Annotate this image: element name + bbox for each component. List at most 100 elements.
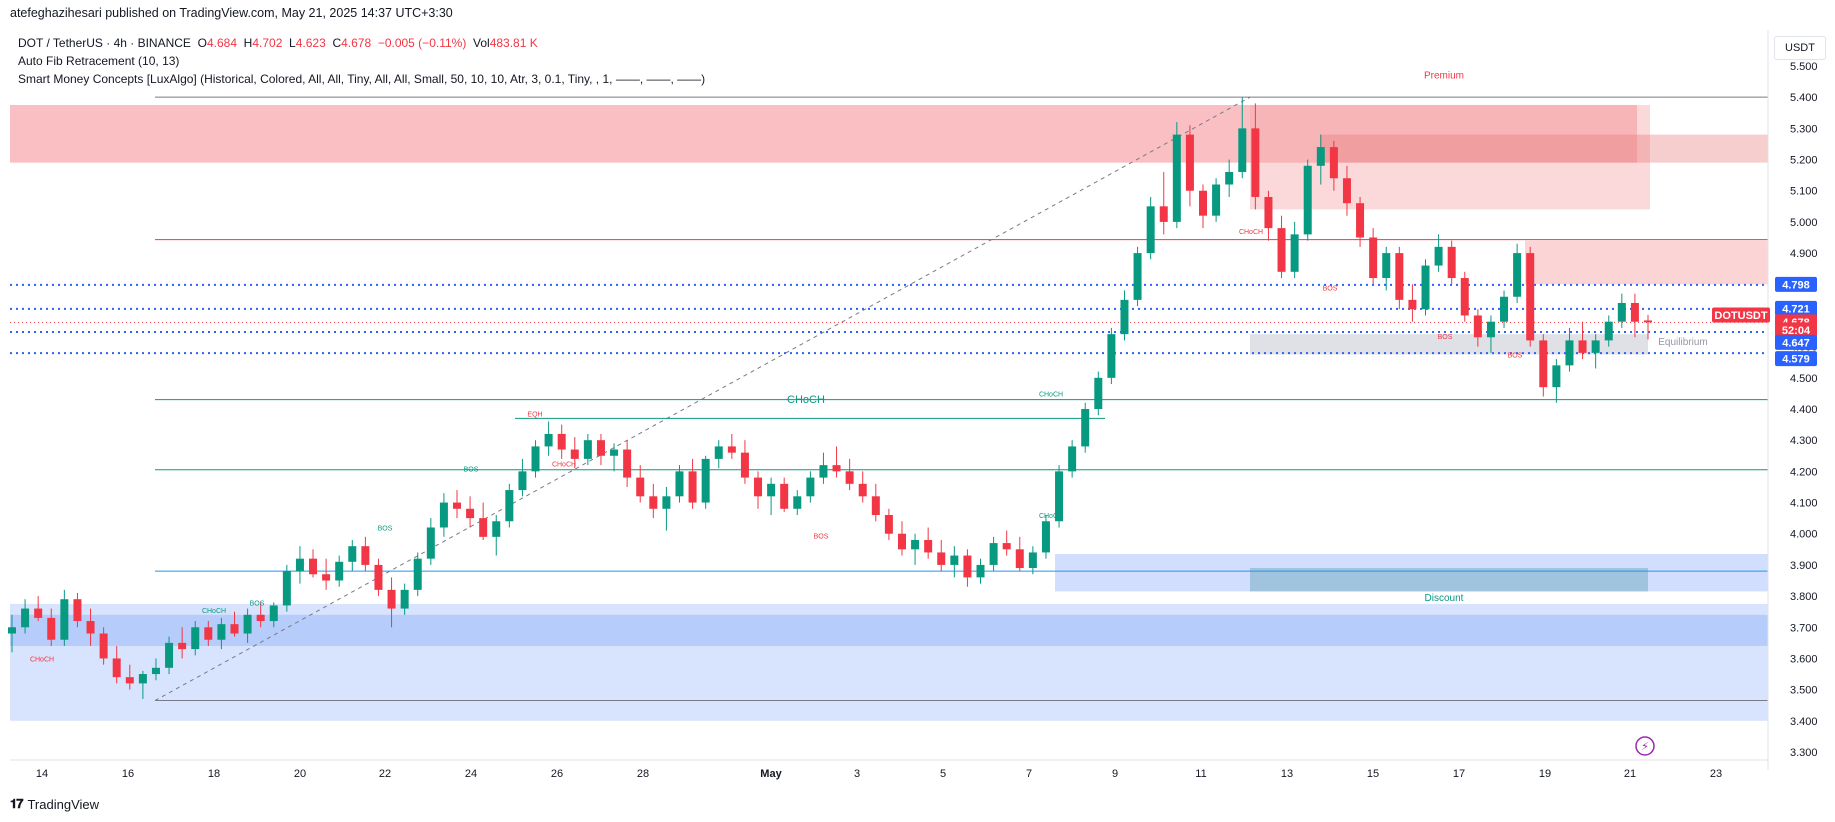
candle-body xyxy=(1356,203,1365,238)
candle-body xyxy=(1460,278,1469,316)
candle-body xyxy=(256,614,265,622)
candle-body xyxy=(911,539,920,550)
indicator-fib[interactable]: Auto Fib Retracement (10, 13) xyxy=(18,54,180,68)
price-tick-label: 3.700 xyxy=(1790,622,1818,634)
candle-body xyxy=(688,471,697,503)
currency-selector[interactable]: USDT xyxy=(1774,36,1826,60)
candle-body xyxy=(1630,302,1639,322)
price-tick-label: 3.300 xyxy=(1790,747,1818,759)
candle-body xyxy=(73,599,82,622)
smc-annotation-label: EQH xyxy=(527,411,542,418)
open-label: O xyxy=(197,36,207,50)
time-tick-label: 15 xyxy=(1367,768,1379,780)
candle-body xyxy=(623,449,632,478)
candle-body xyxy=(21,608,30,628)
time-tick-label: 23 xyxy=(1710,768,1722,780)
candle-body xyxy=(1316,147,1325,166)
candle-body xyxy=(963,555,972,578)
price-badge-label: 4.798 xyxy=(1782,279,1810,291)
candle-body xyxy=(282,571,291,606)
fib-trend-line xyxy=(154,96,1251,701)
candle-body xyxy=(1526,253,1535,341)
high-label: H xyxy=(243,36,253,50)
candle-body xyxy=(832,465,841,472)
candle-body xyxy=(767,483,776,497)
time-tick-label: 11 xyxy=(1195,768,1206,780)
candle-body xyxy=(1303,165,1312,235)
candle-body xyxy=(1539,340,1548,388)
indicator-smc[interactable]: Smart Money Concepts [LuxAlgo] (Historic… xyxy=(18,72,706,86)
price-tick-label: 4.300 xyxy=(1790,435,1818,447)
candle-body xyxy=(243,614,252,634)
symbol-title[interactable]: DOT / TetherUS · 4h · BINANCE xyxy=(18,36,191,50)
candle-body xyxy=(1329,147,1338,179)
candle-body xyxy=(1081,409,1090,447)
price-badge xyxy=(1775,276,1817,292)
vol-value: 483.81 K xyxy=(489,36,538,50)
candle-body xyxy=(1290,234,1299,272)
candle-body xyxy=(976,564,985,578)
candle-body xyxy=(780,483,789,509)
candle-body xyxy=(793,496,802,509)
candle-body xyxy=(1002,543,1011,550)
candle-body xyxy=(1146,206,1155,254)
published-by-line: atefeghazihesari published on TradingVie… xyxy=(10,6,453,20)
price-tick-label: 5.300 xyxy=(1790,123,1818,135)
price-tick-label: 5.000 xyxy=(1790,217,1818,229)
time-tick-label: 14 xyxy=(36,768,48,780)
candle-body xyxy=(649,496,658,509)
price-tick-label: 4.100 xyxy=(1790,498,1818,510)
price-tick-label: 5.200 xyxy=(1790,155,1818,167)
candle-body xyxy=(937,552,946,565)
candle-body xyxy=(269,605,278,622)
candle-body xyxy=(1107,334,1116,378)
time-tick-label: 26 xyxy=(551,768,563,780)
smc-annotation-label: BOS xyxy=(1508,353,1523,360)
candle-body xyxy=(1225,172,1234,185)
smc-annotation-label: BOS xyxy=(814,533,829,540)
candle-body xyxy=(479,518,488,537)
candle-body xyxy=(400,589,409,609)
lightning-icon-glyph: ⚡ xyxy=(1641,740,1649,753)
high-value: 4.702 xyxy=(252,36,283,50)
candle-body xyxy=(230,624,239,634)
candle-body xyxy=(8,627,16,634)
candle-body xyxy=(47,617,56,640)
candle-body xyxy=(1408,299,1417,310)
candle-body xyxy=(989,543,998,565)
candle-body xyxy=(165,642,174,668)
candle-body xyxy=(570,449,579,459)
footer-brand: 𝟏𝟕 TradingView xyxy=(10,796,99,812)
time-tick-label: 5 xyxy=(940,768,946,780)
time-tick-label: 16 xyxy=(122,768,134,780)
time-tick-label: 21 xyxy=(1624,768,1636,780)
candle-body xyxy=(596,440,605,456)
smc-annotation-label: CHoCH xyxy=(30,657,54,664)
candle-body xyxy=(924,539,933,553)
candle-body xyxy=(884,515,893,534)
time-tick-label: May xyxy=(760,768,782,780)
smc-annotation-label: CHoCH xyxy=(552,462,576,469)
price-badge xyxy=(1775,322,1817,338)
bearish-order-block xyxy=(1320,134,1768,163)
candle-body xyxy=(727,446,736,453)
candle-body xyxy=(858,483,867,497)
candle-body xyxy=(1447,246,1456,279)
candle-body xyxy=(295,558,304,572)
discount-zone xyxy=(1250,568,1648,592)
candle-body xyxy=(531,446,540,472)
candle-body xyxy=(1055,471,1064,522)
price-tick-label: 3.400 xyxy=(1790,716,1818,728)
candle-body xyxy=(701,458,710,503)
price-tick-label: 3.800 xyxy=(1790,591,1818,603)
candle-body xyxy=(361,546,370,565)
price-badge-label: 52:04 xyxy=(1782,325,1811,337)
candle-body xyxy=(374,564,383,590)
candle-body xyxy=(1342,178,1351,204)
price-tick-label: 3.900 xyxy=(1790,560,1818,572)
candle-body xyxy=(426,527,435,559)
candle-body xyxy=(754,477,763,497)
time-tick-label: 24 xyxy=(465,768,477,780)
candle-body xyxy=(125,677,134,684)
